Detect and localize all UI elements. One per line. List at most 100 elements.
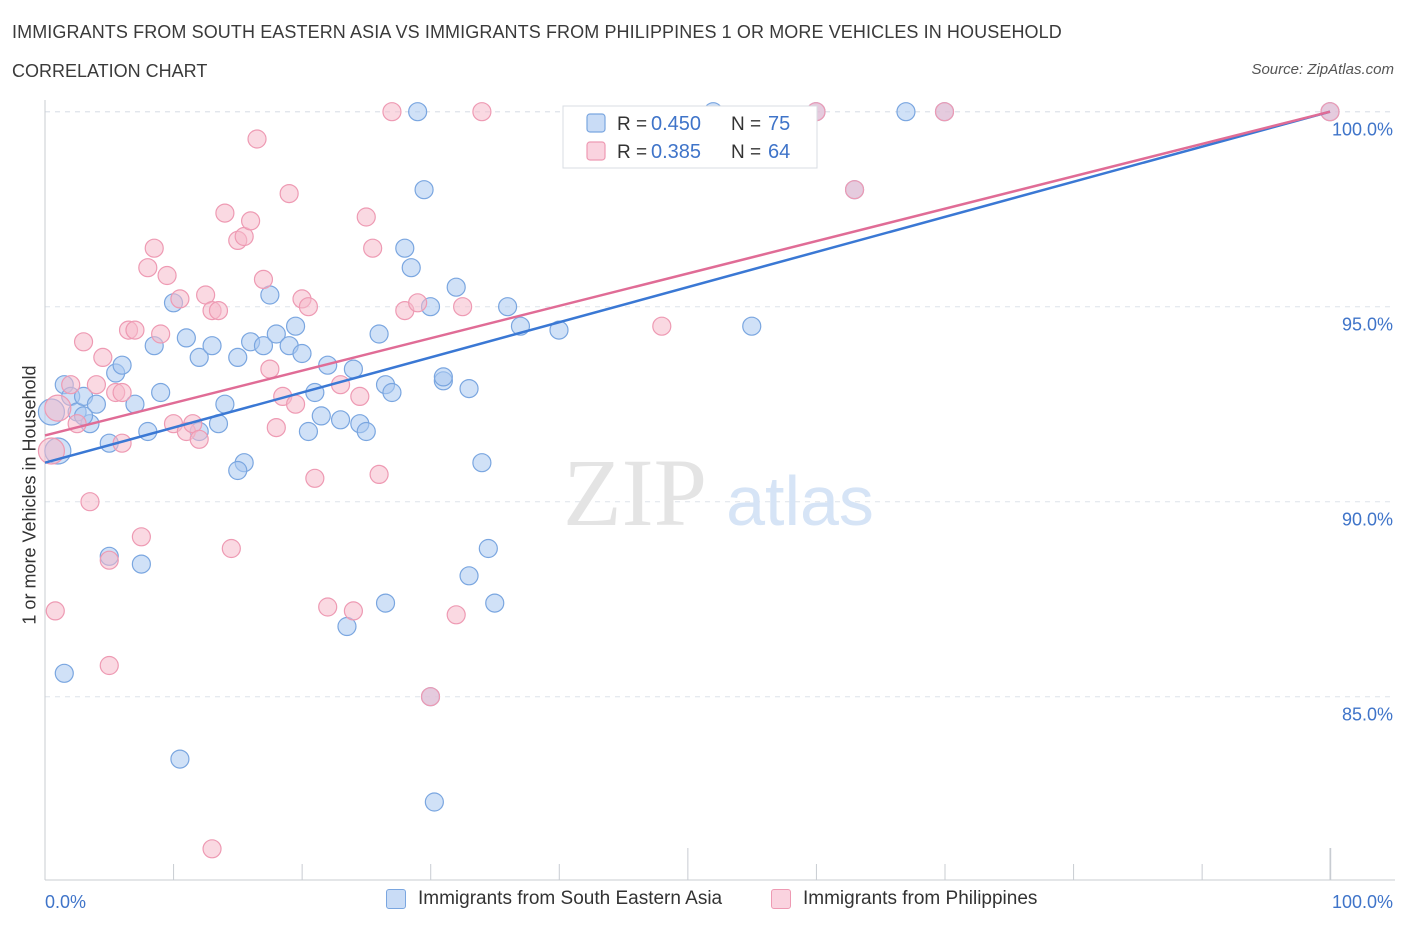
point-philippines — [125, 320, 145, 340]
trendline-south-eastern-asia — [44, 110, 1331, 464]
point-south-eastern-asia — [375, 593, 396, 613]
point-south-eastern-asia — [401, 258, 421, 278]
point-south-eastern-asia — [330, 410, 351, 430]
point-south-eastern-asia — [742, 316, 762, 336]
point-philippines — [279, 184, 299, 204]
y-axis-label: 1 or more Vehicles in Household — [19, 365, 40, 625]
point-south-eastern-asia — [176, 328, 196, 348]
point-philippines — [241, 211, 261, 231]
point-south-eastern-asia — [472, 453, 492, 473]
point-philippines — [138, 258, 158, 278]
point-philippines — [45, 601, 65, 621]
source-credit: Source: ZipAtlas.com — [1251, 61, 1394, 78]
point-philippines — [37, 437, 66, 465]
point-south-eastern-asia — [382, 382, 402, 403]
point-south-eastern-asia — [896, 102, 916, 122]
point-south-eastern-asia — [408, 102, 428, 122]
y-tick-label: 90.0% — [1342, 510, 1393, 530]
point-south-eastern-asia — [395, 238, 415, 258]
point-south-eastern-asia — [228, 347, 248, 367]
point-philippines — [420, 687, 441, 707]
point-philippines — [318, 597, 338, 617]
point-south-eastern-asia — [446, 277, 466, 297]
point-south-eastern-asia — [266, 324, 286, 344]
point-philippines — [151, 324, 171, 344]
point-south-eastern-asia — [424, 792, 444, 812]
chart-subtitle: CORRELATION CHART — [12, 61, 208, 81]
point-south-eastern-asia — [170, 749, 190, 769]
legend-n-label: N = — [731, 114, 761, 135]
point-philippines — [80, 492, 100, 512]
point-south-eastern-asia — [356, 421, 376, 442]
legend-r-value: 0.450 — [651, 113, 701, 135]
point-philippines — [844, 180, 865, 200]
point-south-eastern-asia — [138, 421, 158, 442]
point-philippines — [189, 429, 209, 449]
watermark-atlas: atlas — [726, 462, 874, 540]
point-philippines — [260, 359, 280, 379]
point-philippines — [266, 418, 286, 438]
point-philippines — [93, 347, 113, 367]
point-south-eastern-asia — [131, 554, 151, 574]
point-south-eastern-asia — [112, 355, 132, 375]
point-philippines — [652, 316, 672, 336]
point-philippines — [221, 538, 241, 559]
x-tick-label: 100.0% — [1332, 892, 1393, 912]
point-south-eastern-asia — [498, 297, 518, 317]
x-tick-label: 0.0% — [45, 892, 86, 912]
point-philippines — [472, 102, 492, 122]
point-south-eastern-asia — [202, 336, 222, 356]
point-south-eastern-asia — [343, 359, 363, 379]
point-philippines — [112, 382, 132, 403]
point-south-eastern-asia — [253, 336, 274, 356]
point-philippines — [170, 289, 190, 309]
point-philippines — [285, 394, 306, 414]
point-philippines — [356, 207, 376, 227]
point-south-eastern-asia — [485, 593, 505, 613]
bottom-legend: Immigrants from South Eastern Asia Immig… — [0, 888, 1406, 916]
point-south-eastern-asia — [292, 343, 312, 364]
trendline-philippines — [44, 110, 1331, 437]
point-south-eastern-asia — [478, 538, 498, 559]
point-philippines — [215, 203, 235, 223]
legend-r-label: R = — [617, 142, 647, 163]
legend-r-value: 0.385 — [651, 141, 701, 163]
point-philippines — [369, 464, 389, 484]
point-philippines — [247, 129, 267, 149]
point-philippines — [44, 394, 72, 422]
legend-swatch — [586, 113, 606, 133]
point-philippines — [99, 550, 119, 570]
legend-n-label: N = — [731, 142, 761, 163]
legend-swatch-pink — [771, 889, 791, 909]
legend-swatch — [586, 141, 606, 161]
point-south-eastern-asia — [459, 379, 479, 399]
point-philippines — [298, 297, 319, 317]
point-philippines — [350, 386, 370, 406]
point-philippines — [208, 301, 229, 321]
point-south-eastern-asia — [433, 367, 453, 387]
legend-n-value: 75 — [768, 113, 790, 135]
legend-item-philippines[interactable]: Immigrants from Philippines — [771, 888, 1037, 910]
point-philippines — [157, 265, 177, 286]
point-south-eastern-asia — [54, 663, 74, 683]
point-philippines — [343, 601, 363, 621]
legend-r-label: R = — [617, 114, 647, 135]
point-south-eastern-asia — [86, 394, 107, 414]
point-philippines — [202, 839, 222, 859]
point-south-eastern-asia — [298, 421, 319, 442]
point-south-eastern-asia — [189, 347, 209, 367]
chart-title: IMMIGRANTS FROM SOUTH EASTERN ASIA VS IM… — [12, 22, 1062, 42]
point-south-eastern-asia — [311, 406, 331, 426]
watermark-zip: ZIP — [563, 439, 707, 546]
point-philippines — [253, 269, 274, 289]
point-philippines — [73, 332, 94, 352]
point-philippines — [305, 468, 325, 488]
point-south-eastern-asia — [459, 566, 479, 586]
legend-item-south-eastern-asia[interactable]: Immigrants from South Eastern Asia — [386, 888, 722, 910]
point-philippines — [446, 605, 466, 625]
point-philippines — [86, 375, 107, 395]
point-philippines — [131, 527, 151, 547]
legend-label-philippines: Immigrants from Philippines — [803, 888, 1038, 909]
point-philippines — [61, 375, 81, 395]
